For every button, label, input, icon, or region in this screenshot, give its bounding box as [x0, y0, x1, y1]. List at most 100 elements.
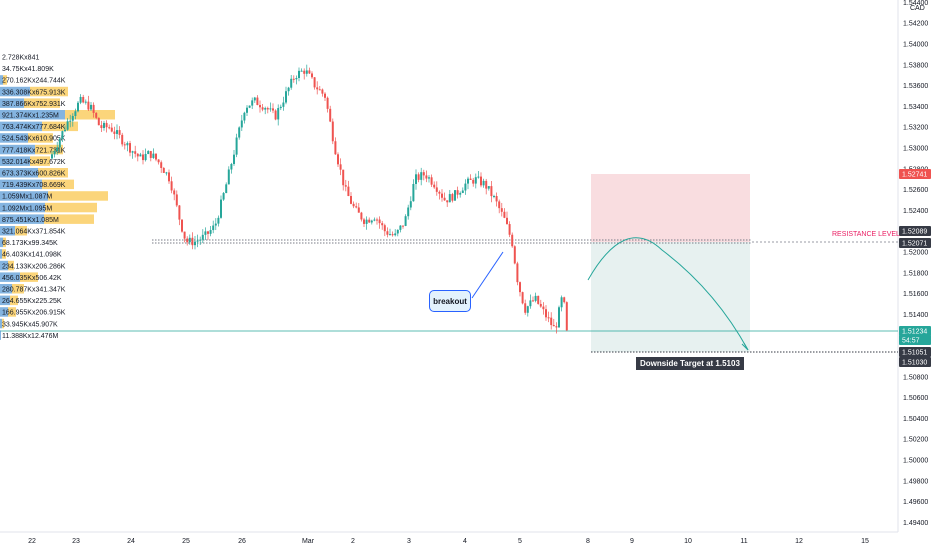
candle-body — [552, 325, 555, 327]
candle-body — [110, 127, 113, 132]
candle-body — [391, 234, 394, 236]
candle-body — [194, 241, 196, 246]
candle-body — [376, 219, 378, 221]
volume-profile-down-bar — [24, 98, 60, 108]
price-tag-label: 1.52071 — [902, 241, 927, 248]
volume-profile-label: 875.451Kx1.085M — [2, 217, 59, 224]
candle-body — [230, 164, 233, 170]
volume-profile-down-bar — [12, 284, 24, 294]
volume-profile-label: 387.866Kx752.931K — [2, 101, 66, 108]
candle-body — [467, 178, 469, 184]
candle-body — [118, 130, 121, 135]
candle-body — [123, 144, 126, 146]
volume-profile-down-bar — [2, 318, 4, 329]
price-tag-resistance — [899, 357, 931, 367]
candle-body — [116, 130, 118, 134]
candle-body — [555, 326, 558, 328]
candle-body — [142, 154, 144, 161]
candle-body — [357, 207, 360, 213]
time-tick-label: 9 — [630, 538, 634, 545]
stop-loss-zone[interactable] — [591, 174, 750, 242]
candle-body — [417, 174, 420, 180]
price-tick-label: 1.50000 — [903, 458, 928, 465]
currency-label: CAD — [910, 5, 925, 12]
breakout-arrow[interactable] — [471, 251, 504, 299]
candle-body — [526, 306, 529, 313]
candle-body — [235, 137, 238, 155]
candle-body — [412, 183, 415, 202]
price-tick-label: 1.51800 — [903, 270, 928, 277]
volume-profile-up-bar — [0, 98, 24, 108]
candle-body — [368, 219, 371, 223]
candle-body — [298, 70, 300, 78]
candle-body — [321, 89, 324, 94]
candle-body — [529, 300, 532, 307]
resistance-level-label: RESISTANCE LEVEL — [832, 231, 900, 238]
candle-body — [472, 179, 475, 184]
candle-body — [173, 190, 176, 195]
breakout-callout[interactable]: breakout — [429, 290, 471, 312]
candle-body — [90, 104, 92, 110]
price-tick-label: 1.52600 — [903, 187, 928, 194]
time-tick-label: 10 — [684, 538, 692, 545]
candle-body — [97, 117, 100, 126]
candle-body — [532, 300, 534, 302]
candle-body — [92, 104, 95, 113]
candle-body — [464, 183, 467, 191]
volume-profile-down-bar — [35, 144, 63, 155]
candle-body — [295, 77, 298, 80]
candle-body — [100, 125, 103, 129]
candle-body — [108, 127, 111, 129]
candle-body — [485, 180, 488, 189]
volume-profile-label: 763.474Kx777.684K — [2, 124, 66, 131]
candle-body — [451, 194, 454, 201]
volume-profile-up-bar — [0, 284, 12, 294]
candle-body — [84, 101, 87, 103]
candle-body — [87, 101, 90, 110]
price-tick-label: 1.53000 — [903, 146, 928, 153]
candle-body — [248, 105, 251, 108]
price-tick-label: 1.50600 — [903, 395, 928, 402]
candle-body — [305, 70, 308, 74]
price-tick-label: 1.53400 — [903, 104, 928, 111]
volume-profile-up-bar — [0, 214, 44, 224]
candle-body — [521, 292, 524, 304]
volume-profile-down-bar — [8, 260, 14, 271]
candle-body — [61, 131, 64, 139]
volume-profile-down-bar — [3, 75, 7, 85]
candle-body — [326, 97, 329, 109]
candle-body — [256, 97, 259, 106]
projection-curve[interactable] — [587, 237, 749, 351]
time-tick-label: 26 — [238, 538, 246, 545]
candle-body — [402, 225, 404, 227]
profit-target-zone[interactable] — [591, 242, 750, 352]
volume-profile-label: 264.655Kx225.25K — [2, 298, 62, 305]
candle-body — [550, 317, 553, 326]
candle-body — [435, 187, 438, 192]
candle-body — [344, 185, 347, 187]
volume-profile-label: 456.035Kx506.42K — [2, 275, 62, 282]
candle-body — [355, 206, 358, 208]
candle-body — [360, 212, 363, 220]
volume-profile-up-bar — [0, 307, 8, 317]
volume-profile-label: 1.092Mx1.095M — [2, 205, 52, 212]
candle-body — [191, 237, 194, 246]
candle-body — [500, 208, 503, 212]
candle-body — [433, 184, 436, 188]
volume-profile-label: 532.014Kx497.672K — [2, 159, 66, 166]
candle-body — [331, 121, 334, 142]
candle-body — [74, 111, 77, 116]
candle-body — [498, 201, 501, 209]
candle-body — [537, 295, 540, 304]
time-tick-label: 2 — [351, 538, 355, 545]
candle-body — [558, 307, 560, 328]
candle-body — [53, 151, 56, 155]
candle-body — [495, 196, 498, 202]
volume-profile-up-bar — [0, 191, 48, 201]
volume-profile-label: 280.787Kx341.347K — [2, 287, 66, 294]
downside-target-label[interactable]: Downside Target at 1.5103 — [636, 357, 744, 370]
candle-body — [126, 143, 129, 146]
volume-profile-up-bar — [0, 144, 35, 155]
